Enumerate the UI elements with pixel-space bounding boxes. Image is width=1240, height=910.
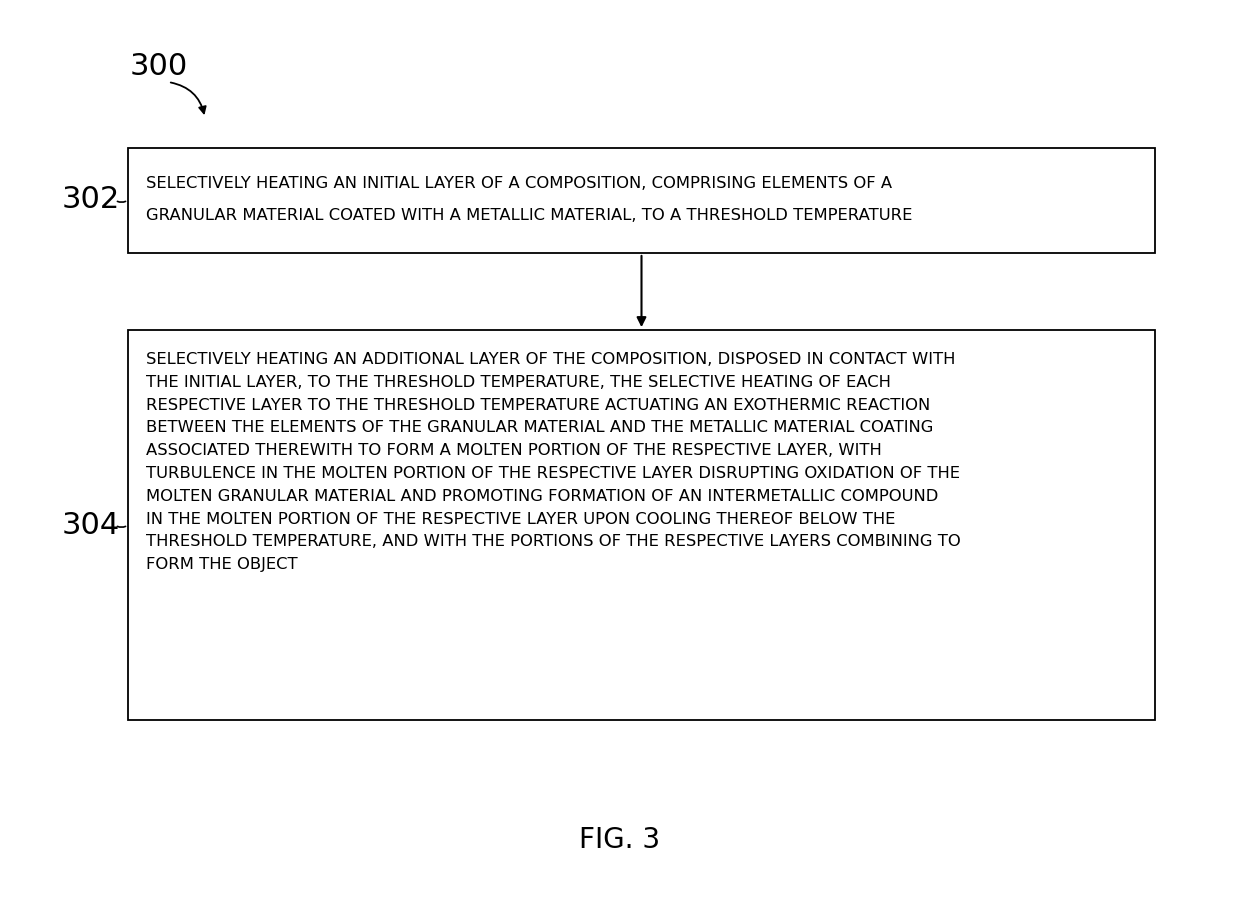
Text: GRANULAR MATERIAL COATED WITH A METALLIC MATERIAL, TO A THRESHOLD TEMPERATURE: GRANULAR MATERIAL COATED WITH A METALLIC… xyxy=(146,208,913,223)
Text: 304: 304 xyxy=(62,511,120,540)
Text: 300: 300 xyxy=(130,52,188,81)
Text: SELECTIVELY HEATING AN INITIAL LAYER OF A COMPOSITION, COMPRISING ELEMENTS OF A: SELECTIVELY HEATING AN INITIAL LAYER OF … xyxy=(146,176,892,191)
Text: FIG. 3: FIG. 3 xyxy=(579,826,661,854)
Bar xyxy=(128,330,1154,720)
Text: 302: 302 xyxy=(62,186,120,215)
Bar xyxy=(128,148,1154,253)
Text: SELECTIVELY HEATING AN ADDITIONAL LAYER OF THE COMPOSITION, DISPOSED IN CONTACT : SELECTIVELY HEATING AN ADDITIONAL LAYER … xyxy=(146,352,961,572)
